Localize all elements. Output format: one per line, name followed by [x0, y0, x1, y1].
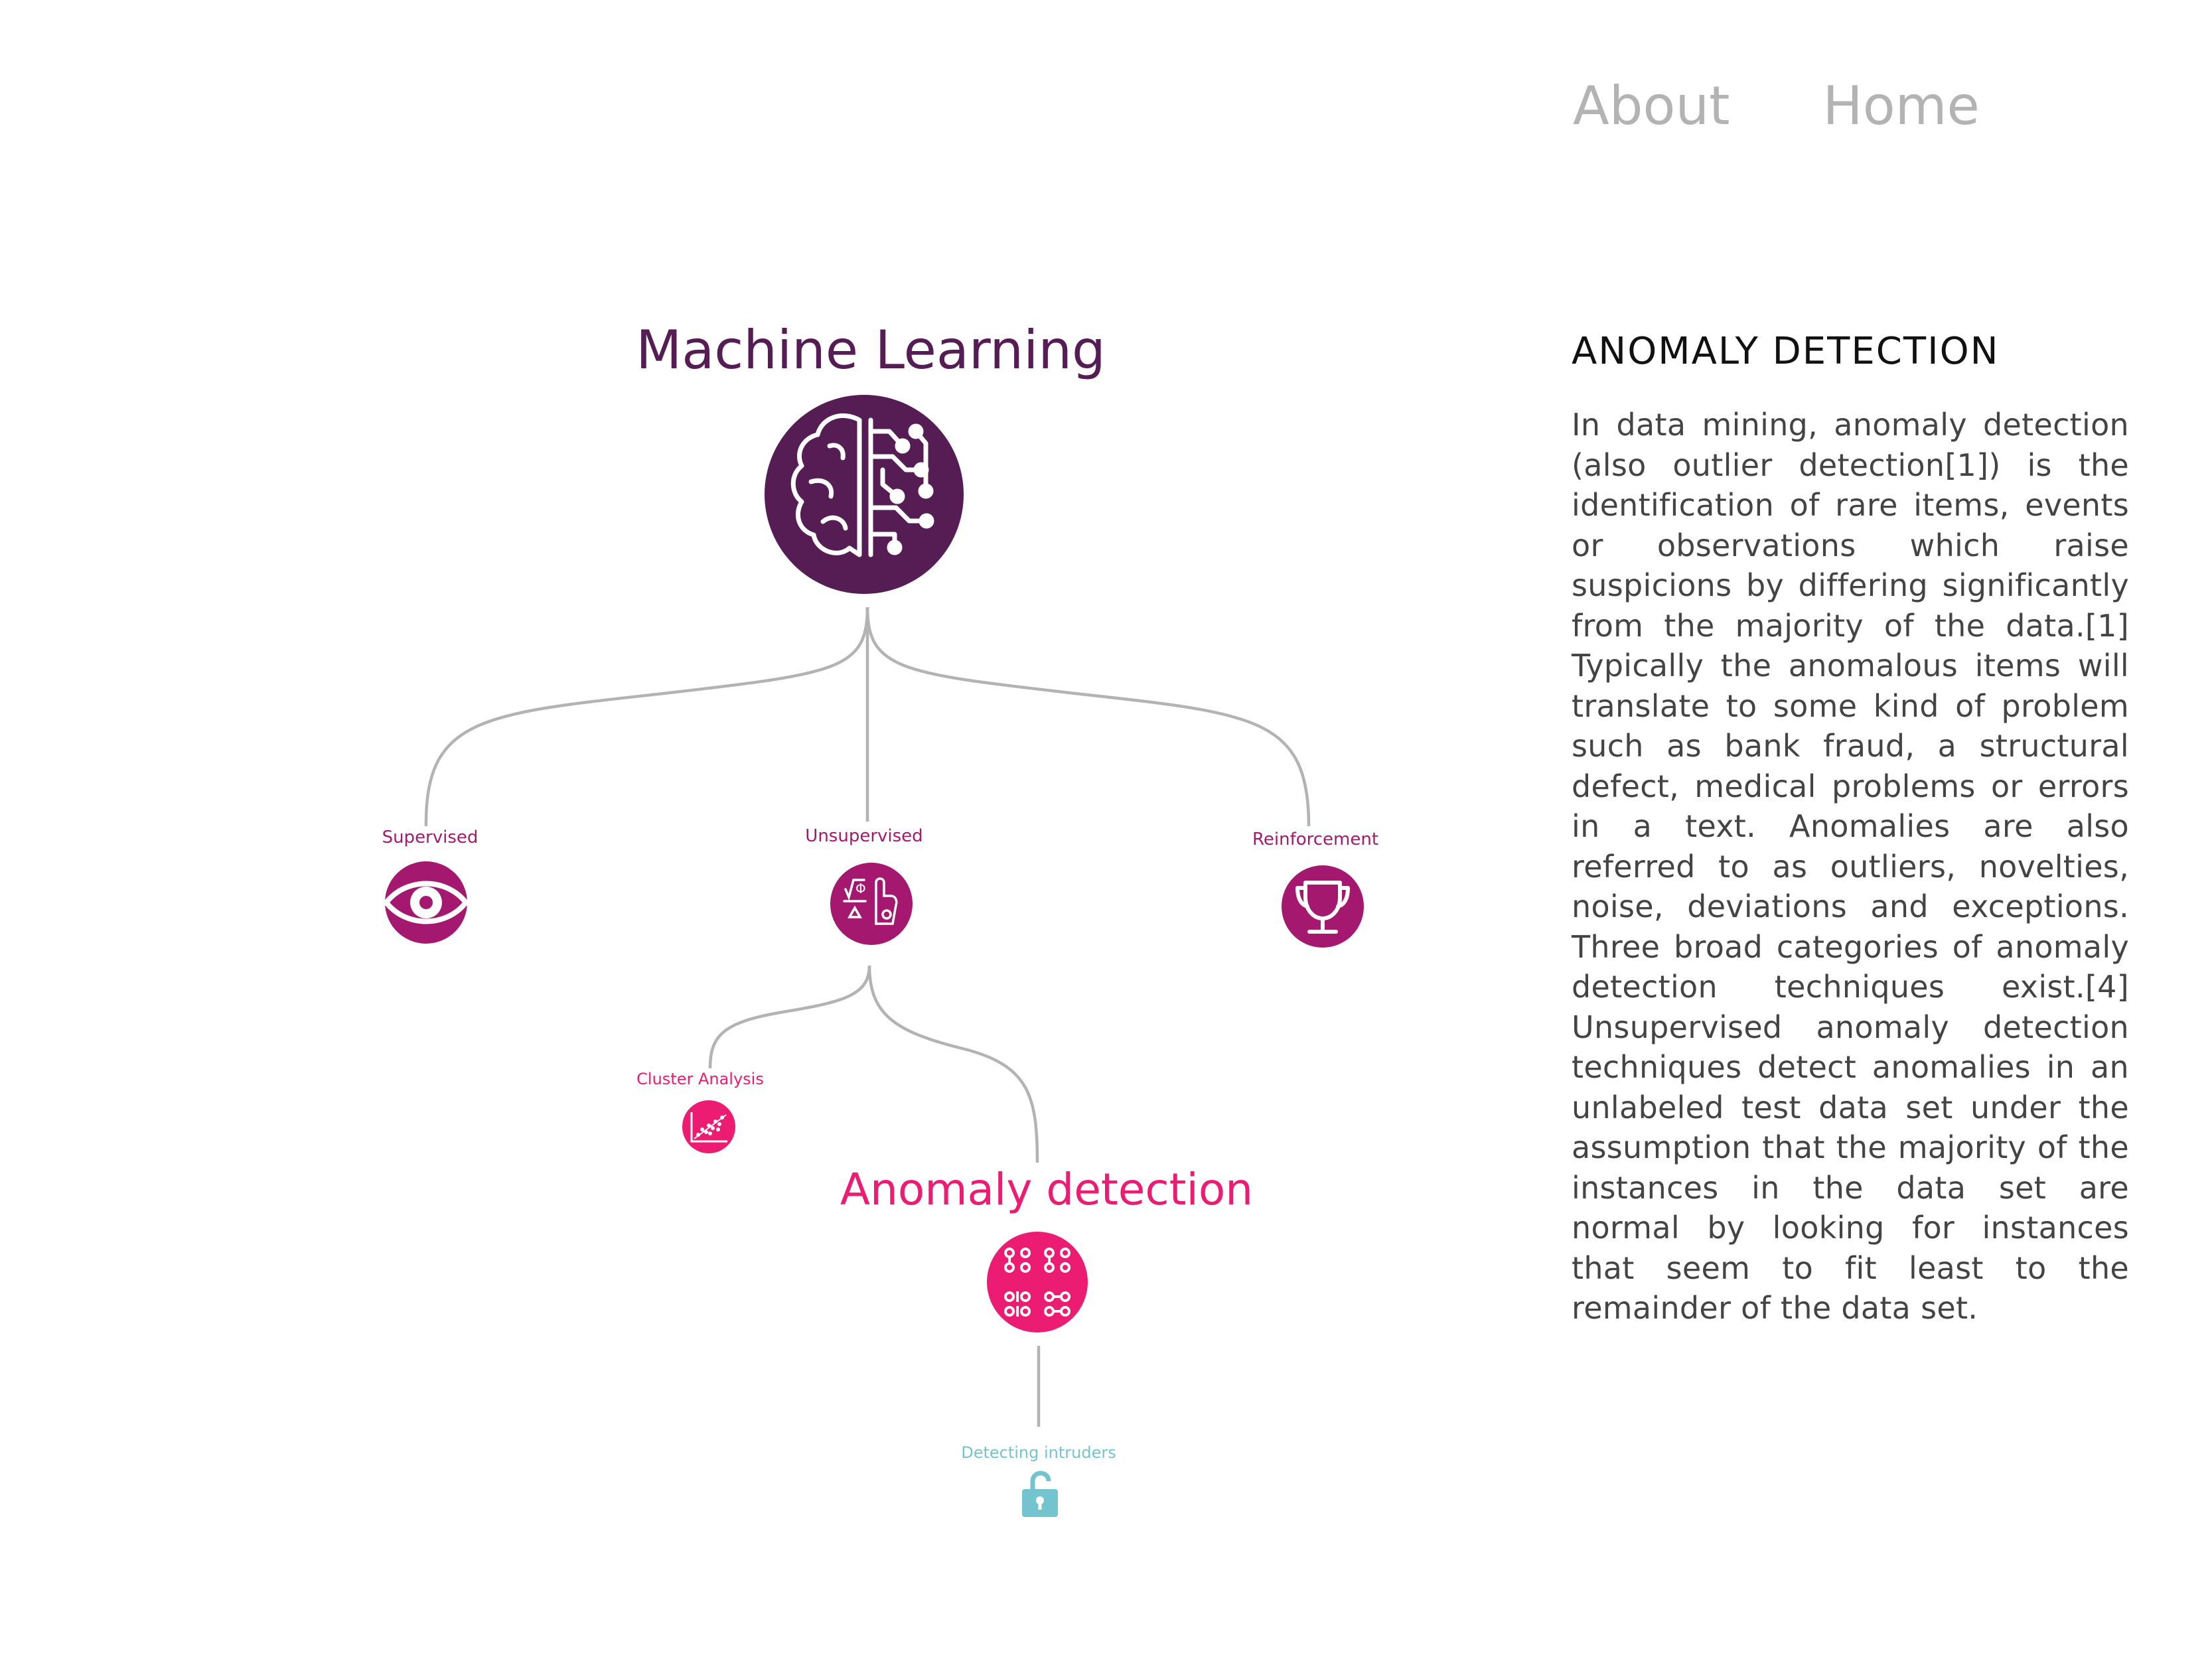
unsupervised-label: Unsupervised — [805, 826, 922, 846]
nav-about-link[interactable]: About — [1573, 75, 1730, 137]
panel-heading: ANOMALY DETECTION — [1572, 330, 2000, 373]
panel-body: In data mining, anomaly detection (also … — [1572, 407, 2129, 1326]
supervised-label: Supervised — [382, 828, 479, 847]
connector-unsupervised-anomaly — [867, 965, 1039, 1163]
cluster-node[interactable] — [682, 1100, 735, 1153]
math-hand-icon: Φ — [843, 877, 898, 925]
cluster-label: Cluster Analysis — [636, 1070, 764, 1088]
root-node[interactable] — [765, 395, 964, 594]
connector-unsupervised-cluster — [708, 965, 871, 1069]
binary-pattern-icon — [1004, 1248, 1070, 1317]
anomaly-node[interactable] — [987, 1232, 1088, 1333]
reinforcement-label: Reinforcement — [1252, 830, 1378, 849]
scatter-plot-icon — [690, 1112, 727, 1143]
top-nav: About Home — [1573, 70, 1980, 143]
intruders-label: Detecting intruders — [961, 1443, 1116, 1462]
open-lock-icon — [1022, 1471, 1058, 1517]
anomaly-title: Anomaly detection — [840, 1164, 1253, 1215]
brain-circuit-icon — [790, 413, 934, 557]
eye-icon — [382, 881, 470, 924]
supervised-node[interactable] — [382, 861, 470, 944]
nav-home-link[interactable]: Home — [1822, 75, 1980, 137]
unsupervised-node[interactable]: Φ — [830, 863, 913, 945]
connector-root-supervised — [424, 607, 869, 827]
ml-tree-diagram: Machine Learning Supervised — [382, 319, 1378, 1517]
intruders-node[interactable] — [1022, 1471, 1058, 1517]
connector-root-reinforcement — [865, 607, 1311, 827]
svg-text:Φ: Φ — [855, 881, 866, 897]
root-title: Machine Learning — [636, 319, 1106, 381]
tree-connectors — [424, 607, 1311, 1427]
trophy-icon — [1295, 881, 1350, 934]
reinforcement-node[interactable] — [1282, 865, 1364, 948]
info-panel: ANOMALY DETECTION In data mining, anomal… — [1572, 325, 2129, 1329]
